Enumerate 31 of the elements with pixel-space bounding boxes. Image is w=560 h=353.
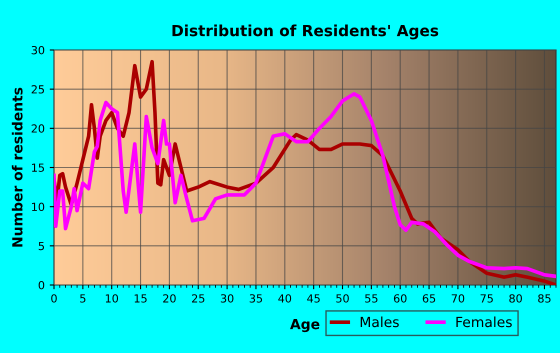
x-tick-label: 30 bbox=[220, 294, 234, 303]
x-axis-title: Age bbox=[290, 318, 320, 332]
x-tick-label: 70 bbox=[452, 294, 464, 303]
x-tick-label: 15 bbox=[134, 294, 147, 303]
y-tick-label: 25 bbox=[32, 85, 44, 94]
legend-label: Males bbox=[360, 316, 399, 328]
y-tick-label: 10 bbox=[32, 202, 44, 212]
x-tick-label: 25 bbox=[192, 294, 204, 303]
y-tick-label: 5 bbox=[38, 242, 44, 250]
x-tick-label: 60 bbox=[394, 294, 407, 303]
x-tick-label: 10 bbox=[106, 294, 118, 303]
x-tick-label: 85 bbox=[538, 294, 551, 303]
x-tick-label: 65 bbox=[422, 294, 436, 303]
x-tick-label: 50 bbox=[336, 294, 349, 303]
x-tick-label: 40 bbox=[278, 294, 292, 303]
y-tick-label: 20 bbox=[32, 124, 44, 133]
line-series bbox=[54, 92, 556, 278]
x-tick-label: 20 bbox=[163, 294, 176, 303]
x-tick-label: 80 bbox=[509, 294, 522, 303]
x-tick-label: 35 bbox=[250, 294, 262, 303]
x-tick-label: 0 bbox=[51, 294, 57, 303]
y-axis-title: Number of residents bbox=[12, 88, 23, 247]
chart-title: Distribution of Residents' Ages bbox=[172, 24, 438, 40]
legend-label: Females bbox=[456, 316, 512, 328]
x-tick-label: 75 bbox=[480, 294, 493, 303]
x-tick-label: 55 bbox=[365, 294, 378, 303]
x-tick-label: 5 bbox=[80, 294, 86, 303]
y-tick-label: 15 bbox=[32, 164, 44, 172]
x-tick-label: 45 bbox=[307, 294, 320, 303]
y-tick-label: 0 bbox=[38, 280, 44, 290]
y-tick-label: 30 bbox=[32, 46, 44, 54]
